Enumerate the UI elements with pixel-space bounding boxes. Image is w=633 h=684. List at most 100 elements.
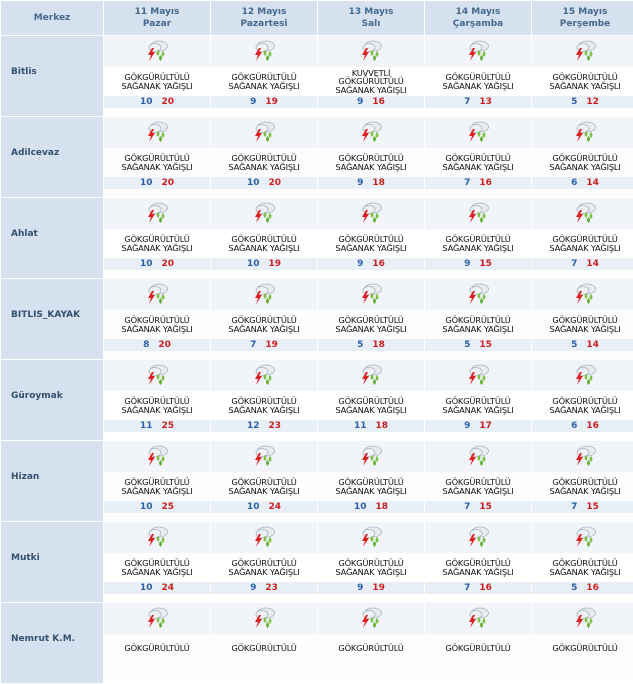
thunderstorm-rain-icon xyxy=(465,362,491,390)
max-temp: 16 xyxy=(586,583,599,593)
weather-description: GÖKGÜRÜLTÜLÜ xyxy=(104,634,210,663)
forecast-cell: GÖKGÜRÜLTÜLÜ SAĞANAK YAĞIŞLI 7 15 xyxy=(425,441,531,521)
min-temp: 6 xyxy=(571,178,578,188)
weather-description-line: SAĞANAK YAĞIŞLI xyxy=(549,485,621,496)
min-temp: 11 xyxy=(139,421,153,431)
temperature-range: 12 23 xyxy=(211,420,317,432)
min-temp: 9 xyxy=(357,178,364,188)
min-temp: 12 xyxy=(246,421,260,431)
min-temp: 5 xyxy=(571,583,578,593)
weather-description-line: GÖKGÜRÜLTÜLÜ xyxy=(445,643,511,654)
max-temp: 15 xyxy=(479,502,492,512)
max-temp: 24 xyxy=(268,502,282,512)
city-name[interactable]: Hizan xyxy=(1,441,103,521)
forecast-cell-content: GÖKGÜRÜLTÜLÜ SAĞANAK YAĞIŞLI 7 16 xyxy=(425,522,531,594)
forecast-cell: GÖKGÜRÜLTÜLÜ SAĞANAK YAĞIŞLI 10 24 xyxy=(104,522,210,602)
city-name[interactable]: Adilcevaz xyxy=(1,117,103,197)
weather-description-line: GÖKGÜRÜLTÜLÜ xyxy=(124,396,190,406)
forecast-cell-content: GÖKGÜRÜLTÜLÜ SAĞANAK YAĞIŞLI 11 18 xyxy=(318,360,424,432)
weather-description: GÖKGÜRÜLTÜLÜ SAĞANAK YAĞIŞLI xyxy=(211,472,317,501)
temperature-range: 5 14 xyxy=(532,339,633,351)
forecast-cell: GÖKGÜRÜLTÜLÜ SAĞANAK YAĞIŞLI 10 20 xyxy=(104,198,210,278)
city-name[interactable]: Nemrut K.M. xyxy=(1,603,103,683)
temperature-range: 7 15 xyxy=(425,501,531,513)
city-name[interactable]: Güroymak xyxy=(1,360,103,440)
thunderstorm-rain-icon xyxy=(251,200,277,228)
weather-description-line: GÖKGÜRÜLTÜLÜ xyxy=(231,72,297,82)
min-temp: 5 xyxy=(571,97,578,107)
forecast-cell: GÖKGÜRÜLTÜLÜ xyxy=(318,603,424,683)
table-row: Ahlat GÖKGÜRÜLTÜLÜ SAĞANAK YAĞIŞLI 10 20 GÖKG… xyxy=(1,198,633,278)
weather-icon-box xyxy=(532,603,633,634)
forecast-cell: GÖKGÜRÜLTÜLÜ SAĞANAK YAĞIŞLI 5 12 xyxy=(532,36,633,116)
city-name[interactable]: Bitlis xyxy=(1,36,103,116)
weather-description: GÖKGÜRÜLTÜLÜ SAĞANAK YAĞIŞLI xyxy=(211,391,317,420)
weather-description-line: SAĞANAK YAĞIŞLI xyxy=(442,242,514,253)
weather-description-line: SAĞANAK YAĞIŞLI xyxy=(121,80,193,91)
forecast-cell: GÖKGÜRÜLTÜLÜ SAĞANAK YAĞIŞLI 7 15 xyxy=(532,441,633,521)
weather-icon-box xyxy=(425,198,531,229)
max-temp: 25 xyxy=(161,502,175,512)
forecast-cell-content: GÖKGÜRÜLTÜLÜ SAĞANAK YAĞIŞLI 8 20 xyxy=(104,279,210,351)
weather-icon-box xyxy=(425,279,531,310)
forecast-cell-content: GÖKGÜRÜLTÜLÜ xyxy=(425,603,531,675)
header-merkez: Merkez xyxy=(1,1,103,35)
thunderstorm-rain-icon xyxy=(572,524,598,552)
min-temp: 7 xyxy=(464,502,471,512)
weather-description-line: SAĞANAK YAĞIŞLI xyxy=(121,323,193,334)
weather-description: GÖKGÜRÜLTÜLÜ SAĞANAK YAĞIŞLI xyxy=(532,148,633,177)
weather-description-line: GÖKGÜRÜLTÜLÜ xyxy=(231,558,297,568)
thunderstorm-rain-icon xyxy=(572,362,598,390)
table-row: Bitlis GÖKGÜRÜLTÜLÜ SAĞANAK YAĞIŞLI 10 20 GÖK… xyxy=(1,36,633,116)
weather-icon-box xyxy=(425,522,531,553)
table-header-row: Merkez 11 Mayıs Pazar 12 Mayıs Pazartesi 1… xyxy=(1,1,633,35)
thunderstorm-rain-icon xyxy=(251,119,277,147)
forecast-cell-content: GÖKGÜRÜLTÜLÜ SAĞANAK YAĞIŞLI 5 18 xyxy=(318,279,424,351)
weather-description-line: SAĞANAK YAĞIŞLI xyxy=(121,242,193,253)
header-weekday: Pazar xyxy=(142,19,172,29)
thunderstorm-rain-icon xyxy=(572,38,598,66)
weather-description-line: GÖKGÜRÜLTÜLÜ xyxy=(445,72,511,82)
weather-icon-box xyxy=(211,279,317,310)
temperature-range: 10 24 xyxy=(104,582,210,594)
max-temp: 14 xyxy=(586,178,599,188)
weather-description-line: SAĞANAK YAĞIŞLI xyxy=(228,242,300,253)
forecast-cell: GÖKGÜRÜLTÜLÜ xyxy=(211,603,317,683)
weather-description-line: SAĞANAK YAĞIŞLI xyxy=(335,566,407,577)
weather-description-line: SAĞANAK YAĞIŞLI xyxy=(121,566,193,577)
temperature-range: 10 18 xyxy=(318,501,424,513)
max-temp: 20 xyxy=(161,178,175,188)
table-row: BITLIS_KAYAK GÖKGÜRÜLTÜLÜ SAĞANAK YAĞIŞLI 8… xyxy=(1,279,633,359)
min-temp: 11 xyxy=(353,421,367,431)
max-temp: 24 xyxy=(161,583,175,593)
forecast-cell: GÖKGÜRÜLTÜLÜ SAĞANAK YAĞIŞLI 7 16 xyxy=(425,522,531,602)
forecast-cell-content: GÖKGÜRÜLTÜLÜ SAĞANAK YAĞIŞLI 12 23 xyxy=(211,360,317,432)
city-name[interactable]: Ahlat xyxy=(1,198,103,278)
city-name[interactable]: Mutki xyxy=(1,522,103,602)
min-temp: 10 xyxy=(246,502,260,512)
thunderstorm-rain-icon xyxy=(572,200,598,228)
weather-icon-box xyxy=(532,360,633,391)
max-temp: 19 xyxy=(372,583,385,593)
city-name[interactable]: BITLIS_KAYAK xyxy=(1,279,103,359)
weather-description-line: GÖKGÜRÜLTÜLÜ xyxy=(231,396,297,406)
thunderstorm-rain-icon xyxy=(572,443,598,471)
weather-description-line: GÖKGÜRÜLTÜLÜ xyxy=(552,153,618,163)
weather-description-line: SAĞANAK YAĞIŞLI xyxy=(335,323,407,334)
min-temp: 10 xyxy=(246,178,260,188)
forecast-cell: GÖKGÜRÜLTÜLÜ SAĞANAK YAĞIŞLI 10 20 xyxy=(104,36,210,116)
min-temp: 9 xyxy=(464,421,471,431)
weather-description-line: GÖKGÜRÜLTÜLÜ xyxy=(231,315,297,325)
weather-description-line: GÖKGÜRÜLTÜLÜ xyxy=(338,396,404,406)
min-temp: 7 xyxy=(464,97,471,107)
forecast-cell-content: GÖKGÜRÜLTÜLÜ SAĞANAK YAĞIŞLI 7 15 xyxy=(532,441,633,513)
thunderstorm-rain-icon xyxy=(465,605,491,633)
forecast-cell: KUVVETLİ GÖKGÜRÜLTÜLÜ SAĞANAK YAĞIŞLI 9 16 xyxy=(318,36,424,116)
thunderstorm-rain-icon xyxy=(251,38,277,66)
temperature-range: 10 20 xyxy=(104,177,210,189)
max-temp: 18 xyxy=(375,421,389,431)
weather-description-line: SAĞANAK YAĞIŞLI xyxy=(335,84,407,95)
weather-description: GÖKGÜRÜLTÜLÜ SAĞANAK YAĞIŞLI xyxy=(532,229,633,258)
table-row: Adilcevaz GÖKGÜRÜLTÜLÜ SAĞANAK YAĞIŞLI 10 20… xyxy=(1,117,633,197)
forecast-cell: GÖKGÜRÜLTÜLÜ SAĞANAK YAĞIŞLI 9 18 xyxy=(318,117,424,197)
